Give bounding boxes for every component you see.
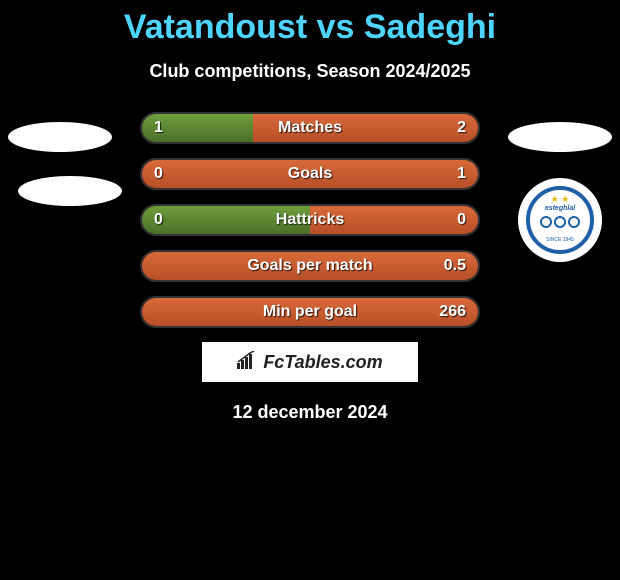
page-title: Vatandoust vs Sadeghi — [0, 0, 620, 47]
page-subtitle: Club competitions, Season 2024/2025 — [0, 61, 620, 82]
logo-text: FcTables.com — [263, 352, 382, 373]
player-right-ellipse-1 — [508, 122, 612, 152]
comparison-date: 12 december 2024 — [0, 402, 620, 423]
stats-container: Matches 1 2 Goals 0 1 Hattricks 0 0 Goals per mat… — [140, 112, 480, 328]
badge-name: esteghlal — [545, 205, 575, 212]
stat-value-right: 2 — [457, 119, 466, 137]
stat-row: Matches 1 2 — [140, 112, 480, 144]
stat-value-right: 266 — [439, 303, 466, 321]
stat-value-left: 0 — [154, 211, 163, 229]
stat-value-right: 1 — [457, 165, 466, 183]
stat-label: Goals per match — [247, 257, 372, 275]
stat-label: Hattricks — [276, 211, 344, 229]
badge-rings — [540, 216, 580, 228]
team-badge-right: ★ ★ esteghlal SINCE 1945 — [518, 178, 602, 262]
fctables-logo: FcTables.com — [202, 342, 418, 382]
stat-value-right: 0 — [457, 211, 466, 229]
stat-row: Min per goal 266 — [140, 296, 480, 328]
stat-value-left: 0 — [154, 165, 163, 183]
stat-value-right: 0.5 — [444, 257, 466, 275]
badge-stars: ★ ★ — [551, 194, 570, 205]
stat-row: Goals per match 0.5 — [140, 250, 480, 282]
logo-chart-icon — [237, 351, 259, 374]
badge-since: SINCE 1945 — [546, 237, 574, 243]
stat-label: Min per goal — [263, 303, 357, 321]
stat-row: Hattricks 0 0 — [140, 204, 480, 236]
stat-value-left: 1 — [154, 119, 163, 137]
stat-label: Goals — [288, 165, 332, 183]
stat-label: Matches — [278, 119, 342, 137]
player-left-ellipse-2 — [18, 176, 122, 206]
player-left-ellipse-1 — [8, 122, 112, 152]
stat-row: Goals 0 1 — [140, 158, 480, 190]
team-badge-inner: ★ ★ esteghlal SINCE 1945 — [526, 186, 594, 254]
